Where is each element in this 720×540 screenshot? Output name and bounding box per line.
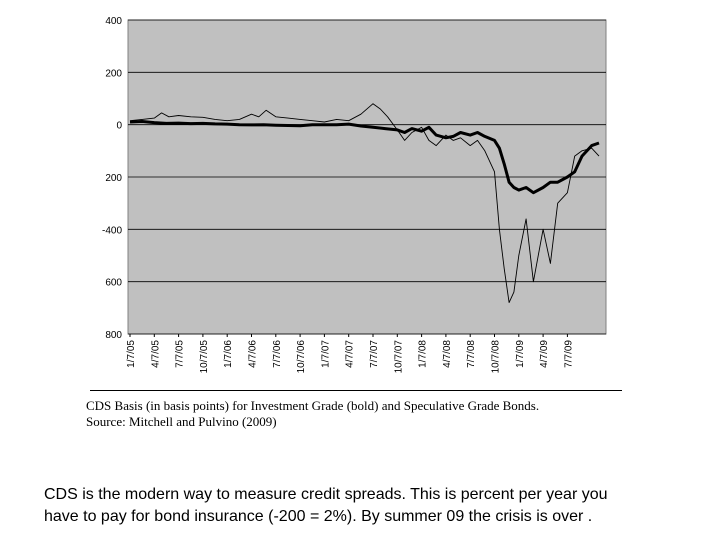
- x-tick-label: 7/7/09: [563, 340, 574, 368]
- x-tick-label: 7/7/07: [369, 340, 380, 368]
- y-tick-label: 200: [105, 68, 122, 79]
- x-tick-label: 10/7/08: [491, 340, 502, 374]
- grid-lines: [128, 19, 606, 335]
- x-tick-label: 4/7/09: [539, 340, 550, 368]
- x-tick-label: 7/7/05: [175, 340, 186, 368]
- x-tick-label: 10/7/06: [296, 340, 307, 374]
- y-tick-label: 800: [105, 330, 122, 341]
- x-tick-label: 7/7/06: [272, 340, 283, 368]
- x-tick-label: 1/7/08: [418, 340, 429, 368]
- body-text: CDS is the modern way to measure credit …: [44, 484, 704, 528]
- y-tick-label: 400: [105, 16, 122, 27]
- figure-caption: CDS Basis (in basis points) for Investme…: [86, 398, 646, 430]
- series-lines: [129, 103, 600, 304]
- x-tick-label: 4/7/05: [150, 340, 161, 368]
- x-tick-label: 1/7/09: [515, 340, 526, 368]
- body-text-line-1: CDS is the modern way to measure credit …: [44, 486, 608, 503]
- y-axis: 400 200 0 200 -400 600 800: [102, 16, 122, 341]
- x-tick-label: 7/7/08: [466, 340, 477, 368]
- series-line-thin: [129, 103, 600, 304]
- y-tick-label: -400: [102, 225, 122, 236]
- x-axis: 1/7/05 4/7/05 7/7/05 10/7/05 1/7/06 4/7/06 7/7…: [126, 334, 574, 373]
- x-tick-label: 4/7/07: [345, 340, 356, 368]
- y-tick-label: 200: [105, 173, 122, 184]
- x-tick-label: 1/7/05: [126, 340, 137, 368]
- x-tick-label: 10/7/07: [393, 340, 404, 374]
- x-tick-label: 1/7/06: [223, 340, 234, 368]
- x-tick-label: 4/7/08: [442, 340, 453, 368]
- x-tick-label: 10/7/05: [199, 340, 210, 374]
- caption-line-1: CDS Basis (in basis points) for Investme…: [86, 398, 540, 413]
- y-tick-label: 0: [116, 121, 122, 132]
- x-tick-label: 4/7/06: [248, 340, 259, 368]
- body-text-line-2: have to pay for bond insurance (-200 = 2…: [44, 508, 593, 525]
- caption-rule: [90, 390, 622, 391]
- caption-line-2: Source: Mitchell and Pulvino (2009): [86, 414, 277, 429]
- x-tick-label: 1/7/07: [320, 340, 331, 368]
- y-tick-label: 600: [105, 278, 122, 289]
